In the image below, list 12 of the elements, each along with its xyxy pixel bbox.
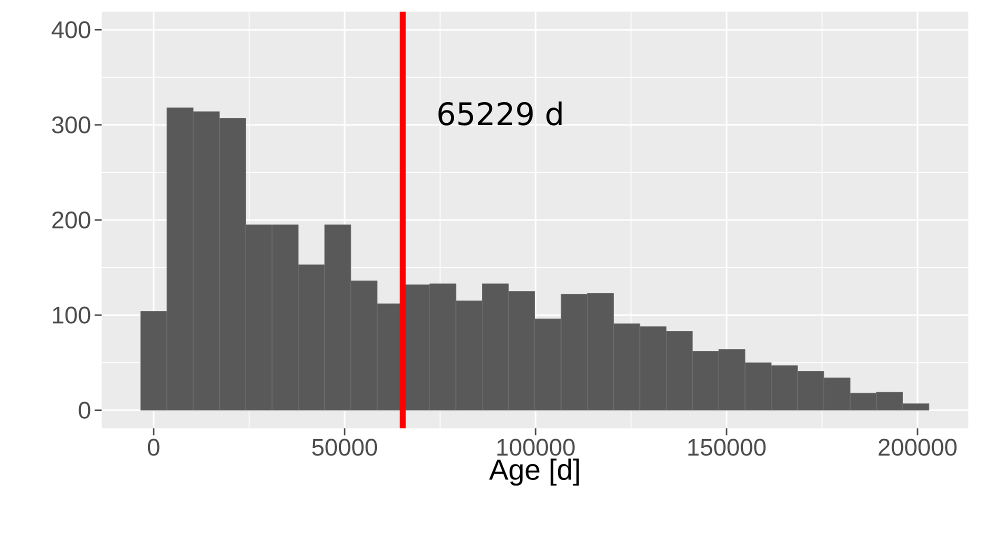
x-tick-label: 50000 bbox=[312, 438, 378, 456]
x-axis-title: Age [d] bbox=[489, 458, 579, 486]
x-tick-label: 150000 bbox=[688, 438, 766, 456]
y-tick-label: 400 bbox=[52, 21, 90, 38]
y-tick-label: 100 bbox=[52, 306, 90, 324]
y-tick-label: 0 bbox=[78, 402, 90, 419]
ref-line-label: 65229 d bbox=[438, 101, 562, 126]
y-tick-label: 200 bbox=[52, 211, 90, 228]
y-tick-label: 300 bbox=[52, 116, 90, 134]
x-tick-label: 100000 bbox=[497, 438, 575, 456]
x-tick-label: 200000 bbox=[878, 438, 957, 456]
x-tick-label: 0 bbox=[148, 438, 160, 456]
